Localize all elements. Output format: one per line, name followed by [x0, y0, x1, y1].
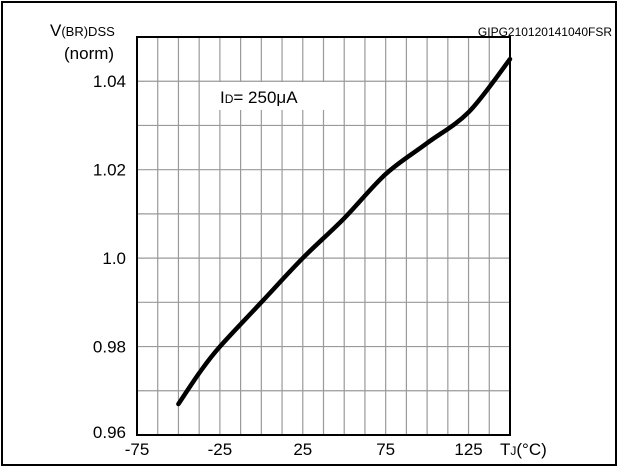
- annotation-box: [215, 82, 333, 110]
- y-tick-label: 0.96: [93, 423, 126, 442]
- x-axis-label: TJ(°C): [500, 440, 547, 459]
- y-tick-label: 1.02: [93, 161, 126, 180]
- series-line: [176, 56, 513, 407]
- x-tick-labels: -75 -25 25 75 125: [125, 440, 483, 459]
- series-line-group: [176, 56, 513, 407]
- x-tick-label: -75: [125, 440, 150, 459]
- y-axis-label-unit: (norm): [64, 44, 114, 63]
- y-tick-label: 0.98: [93, 338, 126, 357]
- x-tick-label: 75: [376, 440, 395, 459]
- y-tick-label: 1.0: [102, 249, 126, 268]
- annotation-text: ID= 250μA: [220, 88, 298, 107]
- x-tick-label: 25: [293, 440, 312, 459]
- y-tick-label: 1.04: [93, 72, 126, 91]
- x-tick-label: 125: [454, 440, 482, 459]
- plot-frame: [136, 36, 511, 436]
- y-axis-label: V(BR)DSS: [50, 21, 115, 40]
- y-tick-labels: 0.96 0.98 1.0 1.02 1.04: [93, 72, 126, 442]
- x-tick-label: -25: [208, 440, 233, 459]
- figure-code-label: GIPG210120141040FSR: [478, 25, 612, 39]
